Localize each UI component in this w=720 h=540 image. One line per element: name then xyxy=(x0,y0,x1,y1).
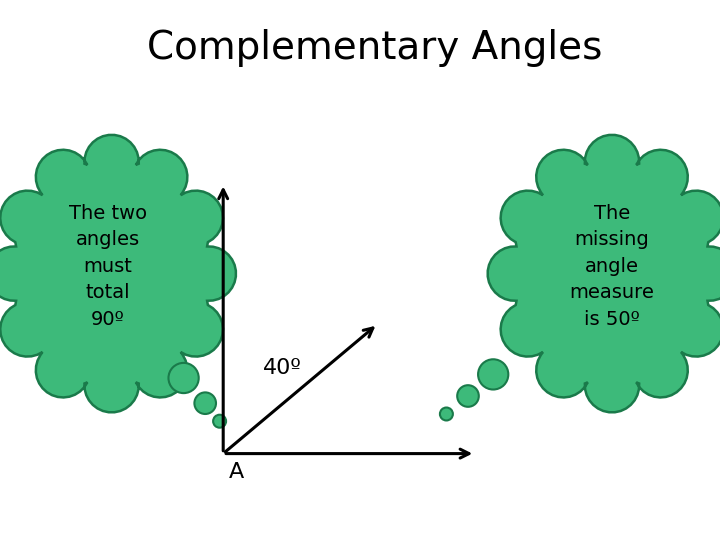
Text: The two
angles
must
total
90º: The two angles must total 90º xyxy=(69,204,147,329)
Text: A: A xyxy=(228,462,244,482)
Circle shape xyxy=(194,393,216,414)
Circle shape xyxy=(457,385,479,407)
Circle shape xyxy=(478,359,508,389)
Circle shape xyxy=(168,363,199,393)
Text: The
missing
angle
measure
is 50º: The missing angle measure is 50º xyxy=(570,204,654,329)
Circle shape xyxy=(213,415,226,428)
Polygon shape xyxy=(487,135,720,412)
Text: 40º: 40º xyxy=(263,358,302,378)
Polygon shape xyxy=(0,135,236,412)
Text: Complementary Angles: Complementary Angles xyxy=(147,29,602,67)
Circle shape xyxy=(440,408,453,421)
